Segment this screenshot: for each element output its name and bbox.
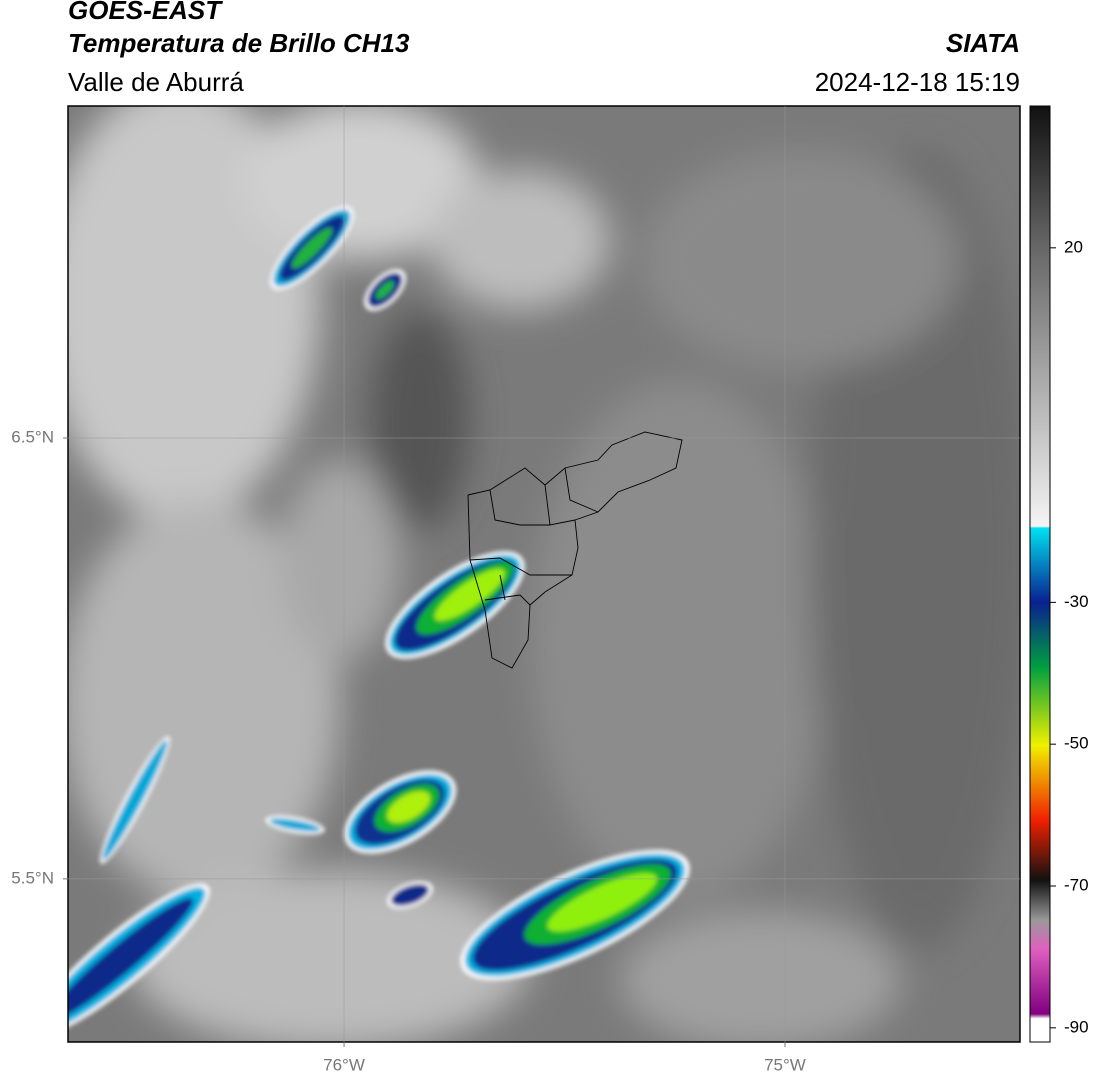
colorbar-tick-label: -30 bbox=[1064, 592, 1089, 611]
title: GOES-EAST bbox=[68, 0, 223, 25]
region: Valle de Aburrá bbox=[68, 67, 244, 97]
x-tick-label: 76°W bbox=[323, 1055, 365, 1074]
colorbar bbox=[1029, 105, 1051, 1043]
colorbar-tick-label: -90 bbox=[1064, 1017, 1089, 1036]
municipal-boundaries bbox=[467, 431, 683, 669]
y-tick-label: 5.5°N bbox=[11, 868, 54, 887]
x-tick-label: 75°W bbox=[764, 1055, 806, 1074]
map-image bbox=[68, 106, 1020, 1042]
colorbar-tick-label: -70 bbox=[1064, 875, 1089, 894]
datetime: 2024-12-18 15:19 bbox=[815, 67, 1020, 97]
y-tick-label: 6.5°N bbox=[11, 427, 54, 446]
colorbar-tick-label: 20 bbox=[1064, 237, 1083, 256]
map-frame bbox=[67, 105, 1021, 1043]
colorbar-tick-label: -50 bbox=[1064, 734, 1089, 753]
source: SIATA bbox=[946, 28, 1020, 58]
subtitle: Temperatura de Brillo CH13 bbox=[68, 28, 410, 58]
